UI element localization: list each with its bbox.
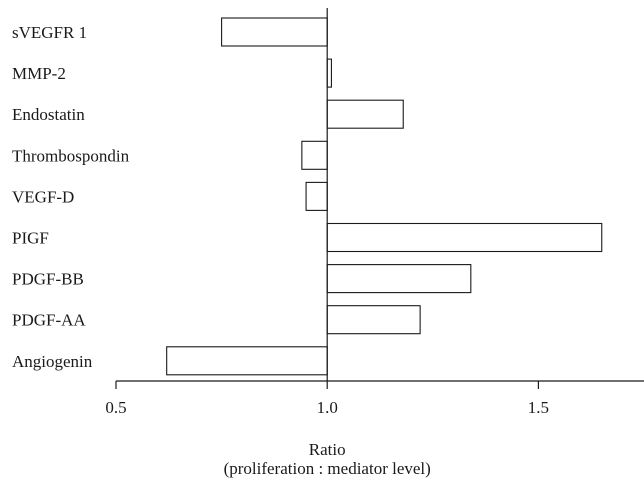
bar-thrombospondin (301, 140, 328, 170)
category-labels: sVEGFR 1 MMP-2 Endostatin Thrombospondin VEG… (12, 23, 130, 371)
category-label: Thrombospondin (12, 146, 130, 165)
x-axis-title: Ratio (309, 440, 346, 459)
category-label: MMP-2 (12, 64, 66, 83)
category-label: PDGF-AA (12, 311, 86, 330)
category-label: Endostatin (12, 105, 85, 124)
bars-layer (166, 17, 603, 376)
bar-svegfr-1 (221, 17, 328, 47)
category-label: PDGF-BB (12, 270, 84, 289)
x-tick-label: 1.0 (317, 398, 338, 417)
bar-vegf-d (305, 181, 328, 211)
bar-angiogenin (166, 346, 328, 376)
bar-mmp-2 (326, 58, 332, 88)
category-label: sVEGFR 1 (12, 23, 87, 42)
x-tick-label: 0.5 (105, 398, 126, 417)
category-label: VEGF-D (12, 187, 74, 206)
x-tick-label: 1.5 (528, 398, 549, 417)
bar-pdgf-bb (326, 264, 472, 294)
bar-pdgf-aa (326, 305, 421, 335)
x-axis-ticks: 0.5 1.0 1.5 (105, 381, 549, 417)
x-axis-subtitle: (proliferation : mediator level) (224, 459, 431, 478)
category-label: PIGF (12, 229, 49, 248)
bar-pigf (326, 222, 603, 253)
bar-endostatin (326, 99, 404, 129)
category-label: Angiogenin (12, 352, 93, 371)
